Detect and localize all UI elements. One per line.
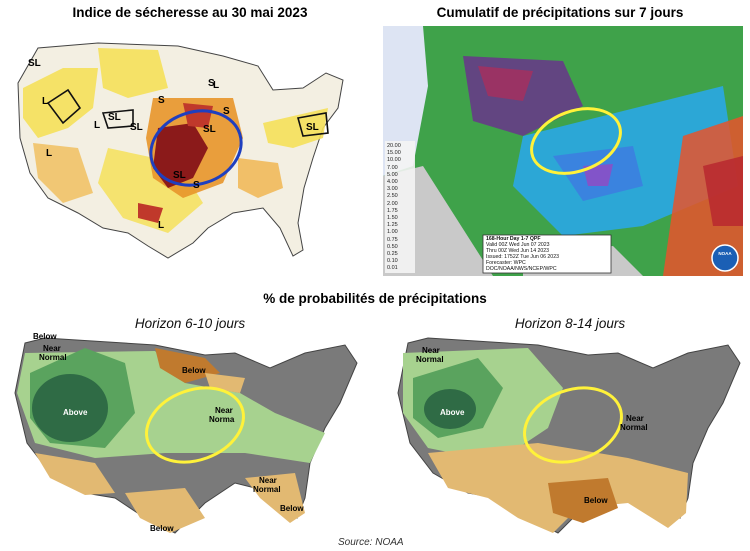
- precip-map-svg: NOAA: [383, 26, 743, 276]
- precip-legend-item: 20.00: [387, 143, 401, 149]
- precip-info-line: 168-Hour Day 1-7 QPF: [486, 236, 541, 242]
- drought-label-s-3: S: [158, 95, 165, 106]
- outlook-6-10-label-below-nw: Below: [33, 333, 57, 341]
- drought-label-l-3: L: [94, 120, 100, 131]
- noaa-logo-text: NOAA: [718, 251, 732, 256]
- drought-focus-circle: [149, 109, 243, 187]
- drought-label-l-1: L: [42, 96, 48, 107]
- precip-legend-bg: [385, 141, 415, 273]
- outlook-8-14-label-near-nw-2: Normal: [416, 355, 444, 364]
- drought-map-svg: SL SL SL SL SL SL L L L L L S S S S: [17, 42, 344, 259]
- outlook-6-10-map: Below Near Normal Below Above Near Norma…: [5, 333, 365, 538]
- precip-legend-item: 2.50: [387, 193, 398, 200]
- precip-legend-item: 7.00: [387, 164, 398, 171]
- outlook-6-10-title: Horizon 6-10 jours: [134, 316, 246, 331]
- precip-info-line: Issued: 1752Z Tue Jun 06 2023: [486, 254, 559, 260]
- drought-map-title: Indice de sécheresse au 30 mai 2023: [72, 5, 308, 20]
- drought-label-l-2: L: [46, 148, 52, 159]
- drought-label-sl-6: SL: [306, 122, 319, 133]
- drought-label-sl-1: SL: [28, 58, 41, 69]
- precip-legend: 20.00 15.00 10.00 7.00 5.00 4.00 3.00 2.50 2.00 1…: [387, 143, 417, 273]
- precip-legend-item: 0.01: [387, 265, 398, 272]
- precip-legend-item: 1.50: [387, 215, 398, 222]
- precip-info-line: Valid 00Z Wed Jun 07 2023: [486, 242, 550, 248]
- drought-label-sl-2: SL: [108, 112, 121, 123]
- drought-label-sl-4: SL: [203, 124, 216, 135]
- outlook-6-10-label-near-nw-1: Near: [43, 344, 61, 353]
- outlook-8-14-svg: Near Normal Above Near Normal Below: [397, 337, 741, 534]
- drought-label-s-1: S: [208, 78, 215, 89]
- outlook-8-14-label-below-south: Below: [584, 496, 608, 505]
- precip-legend-item: 2.00: [387, 200, 398, 207]
- precip-legend-item: 0.75: [387, 236, 398, 243]
- outlook-heading: % de probabilités de précipitations: [263, 291, 487, 306]
- drought-label-s-2: S: [223, 106, 230, 117]
- drought-label-sl-5: SL: [173, 170, 186, 181]
- outlook-8-14-label-near-east-2: Normal: [620, 423, 648, 432]
- precip-info-line: Thru 00Z Wed Jun 14 2023: [486, 248, 550, 254]
- precip-legend-item: 10.00: [387, 157, 401, 164]
- outlook-8-14-focus-circle: [523, 386, 623, 464]
- outlook-6-10-focus-circle: [145, 386, 245, 464]
- outlook-8-14-label-above: Above: [440, 408, 465, 417]
- outlook-8-14-title: Horizon 8-14 jours: [514, 316, 626, 331]
- precip-legend-item: 4.00: [387, 179, 398, 186]
- noaa-logo: [711, 244, 739, 272]
- precip-legend-item: 1.00: [387, 229, 398, 236]
- outlook-6-10-label-near-se-1: Near: [259, 476, 277, 485]
- outlook-6-10-label-below-north: Below: [182, 366, 206, 375]
- drought-label-s-4: S: [193, 180, 200, 191]
- precip-map-title: Cumulatif de précipitations sur 7 jours: [436, 5, 684, 20]
- outlook-6-10-above-core: [32, 374, 108, 442]
- precip-info-line: DOC/NOAA/NWS/NCEP/WPC: [486, 266, 557, 272]
- drought-map: SL SL SL SL SL SL L L L L L S S S S: [8, 28, 353, 278]
- source-credit: Source: NOAA: [338, 537, 404, 548]
- precip-info-line: Forecaster: WPC: [486, 260, 526, 266]
- precip-legend-item: 1.75: [387, 207, 398, 214]
- precip-legend-item: 15.00: [387, 150, 401, 157]
- precip-legend-item: 5.00: [387, 171, 398, 178]
- precip-legend-item: 0.10: [387, 258, 398, 265]
- precip-legend-item: 1.25: [387, 222, 398, 229]
- outlook-6-10-label-near-nw-2: Normal: [39, 353, 67, 362]
- outlook-8-14-map: Near Normal Above Near Normal Below: [388, 333, 748, 538]
- outlook-6-10-label-near-se-2: Normal: [253, 485, 281, 494]
- precip-legend-item: 0.25: [387, 251, 398, 258]
- drought-label-l-5: L: [158, 220, 164, 231]
- outlook-6-10-label-near-center-1: Near: [215, 406, 233, 415]
- outlook-6-10-label-above: Above: [63, 408, 88, 417]
- precip-legend-item: 0.50: [387, 243, 398, 250]
- precip-focus-circle: [530, 107, 622, 175]
- drought-label-l-4: L: [213, 80, 219, 91]
- drought-label-sl-3: SL: [130, 122, 143, 133]
- outlook-8-14-above-core: [424, 389, 476, 429]
- outlook-8-14-label-near-east-1: Near: [626, 414, 644, 423]
- outlook-8-14-label-near-nw-1: Near: [422, 346, 440, 355]
- outlook-6-10-label-below-tx: Below: [150, 524, 174, 533]
- outlook-6-10-svg: Below Near Normal Below Above Near Norma…: [14, 333, 358, 534]
- precip-info-text: 168-Hour Day 1-7 QPF Valid 00Z Wed Jun 07…: [486, 236, 610, 272]
- precip-legend-item: 3.00: [387, 186, 398, 193]
- precip-map: NOAA 20.00 15.00 10.00 7.00 5.00 4.00 3.00 2.50…: [383, 26, 743, 276]
- precip-info-box: [482, 234, 612, 274]
- drought-severe-core: [153, 123, 208, 188]
- outlook-6-10-label-below-fl: Below: [280, 504, 304, 513]
- outlook-6-10-label-near-center-2: Norma: [209, 415, 235, 424]
